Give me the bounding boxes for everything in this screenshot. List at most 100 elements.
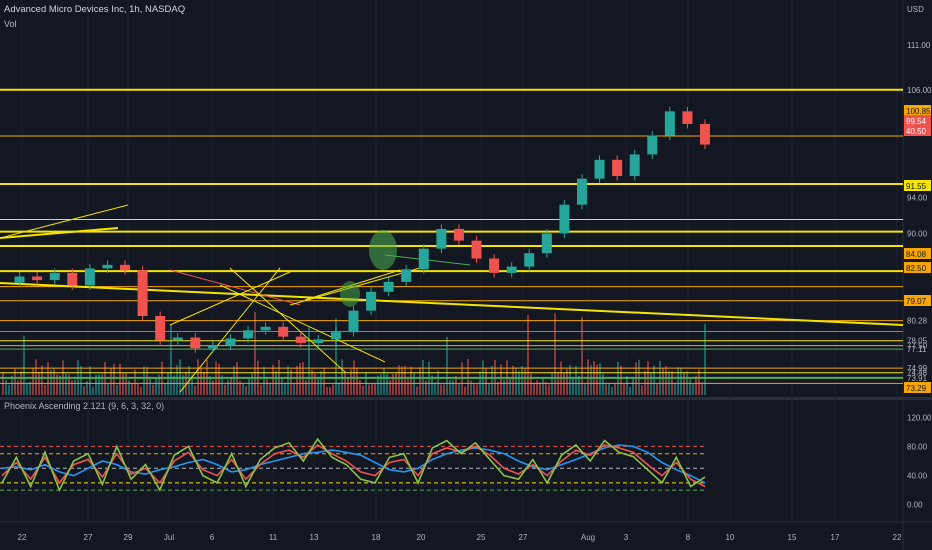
price-tag [904, 125, 931, 136]
time-tick-label: 3 [624, 533, 629, 542]
candle-body [366, 291, 377, 311]
volume-bar [44, 384, 46, 395]
volume-bar [665, 365, 667, 395]
volume-bar [260, 384, 262, 395]
volume-bar [569, 364, 571, 395]
volume-bar [566, 369, 568, 395]
price-tag [904, 248, 931, 259]
volume-legend[interactable]: Vol [4, 19, 17, 29]
volume-bar [470, 380, 472, 395]
price-tag [904, 262, 931, 273]
time-tick-label: 27 [84, 533, 93, 542]
volume-bar [497, 382, 499, 395]
volume-bar [608, 383, 610, 395]
volume-bar [122, 373, 124, 395]
volume-bar [548, 384, 550, 395]
candle-body [647, 135, 658, 155]
volume-bar [509, 378, 511, 395]
price-tick-label: 77.11 [907, 345, 927, 354]
volume-bar [533, 382, 535, 395]
trend-line [0, 227, 119, 239]
volume-bar [254, 312, 256, 395]
volume-bar [296, 365, 298, 395]
volume-bar [263, 366, 265, 395]
volume-bar [359, 380, 361, 395]
currency-label: USD [907, 5, 924, 14]
price-tick-label: 77.50 [907, 342, 928, 351]
volume-bar [251, 373, 253, 395]
volume-bar [191, 374, 193, 395]
volume-bar [101, 373, 103, 395]
volume-bar [350, 369, 352, 395]
candle-body [541, 233, 552, 254]
volume-bar [668, 370, 670, 395]
pane-separator [0, 397, 932, 400]
volume-bar [293, 383, 295, 395]
price-tick-label: 74.48 [907, 369, 928, 378]
oscillator-line [1, 437, 706, 493]
volume-bar [143, 366, 145, 395]
volume-bar [614, 383, 616, 395]
symbol-legend[interactable]: Advanced Micro Devices Inc, 1h, NASDAQ [4, 4, 186, 15]
volume-bar [26, 383, 28, 395]
time-axis[interactable]: 22 27 29 Jul 6 11 13 18 20 25 27 Aug 3 8 10 15 17 22 [18, 533, 902, 542]
volume-bar [116, 384, 118, 395]
volume-bar [413, 373, 415, 395]
oscillator-tick-label: 40.00 [907, 472, 928, 481]
volume-bar [389, 379, 391, 395]
time-tick-label: 20 [417, 533, 426, 542]
volume-bar [164, 383, 166, 395]
volume-bar [680, 367, 682, 395]
candle-body [207, 345, 218, 349]
oscillator-tick-label: 0.00 [907, 501, 923, 510]
volume-bar [110, 368, 112, 395]
candle-body [49, 272, 60, 281]
volume-bar [503, 380, 505, 395]
price-tag [904, 180, 931, 191]
volume-bar [86, 380, 88, 395]
volume-bar [515, 367, 517, 395]
volume-bar [416, 386, 418, 395]
price-tick-label: 94.00 [907, 194, 928, 203]
volume-bar [134, 369, 136, 395]
volume-bar [14, 368, 16, 395]
volume-bar [401, 366, 403, 395]
price-tag-label: 82.50 [906, 264, 927, 273]
volume-bar [71, 380, 73, 395]
volume-bar [530, 373, 532, 395]
candle-body [225, 338, 236, 346]
volume-bar [308, 327, 310, 395]
volume-bar [434, 382, 436, 395]
time-tick-label: 15 [788, 533, 797, 542]
volume-bar [452, 380, 454, 395]
price-tag-label: 40.50 [906, 127, 927, 136]
volume-bar [182, 374, 184, 395]
volume-bar [269, 382, 271, 395]
volume-bar [683, 372, 685, 395]
volume-bar [314, 374, 316, 395]
volume-bar [83, 386, 85, 395]
price-tag-label: 100.85 [906, 107, 931, 116]
price-tick-label: 106.00 [907, 86, 932, 95]
price-axis[interactable]: 111.00106.00102.0094.0090.0086.0080.2878… [904, 5, 932, 393]
volume-bar [575, 365, 577, 395]
volume-bar [563, 373, 565, 395]
indicator-legend[interactable]: Phoenix Ascending 2.121 (9, 6, 3, 32, 0) [4, 401, 165, 411]
volume-bar [242, 383, 244, 395]
candle-body [612, 159, 623, 176]
volume-bar [584, 384, 586, 395]
volume-bar [491, 365, 493, 395]
time-tick-label: 6 [210, 533, 215, 542]
volume-bar [704, 323, 706, 395]
volume-bar [512, 365, 514, 395]
time-tick-label: 10 [726, 533, 735, 542]
trend-line [169, 271, 291, 326]
trend-line [169, 269, 301, 306]
volume-bar [581, 317, 583, 395]
volume-bar [287, 366, 289, 395]
volume-bar [641, 385, 643, 395]
candle-body [471, 240, 482, 259]
time-tick-label: 11 [269, 533, 278, 542]
volume-bar [8, 384, 10, 395]
